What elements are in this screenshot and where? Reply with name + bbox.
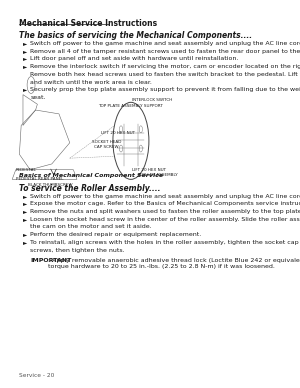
- Text: Remove the nuts and split washers used to fasten the roller assembly to the top : Remove the nuts and split washers used t…: [30, 209, 300, 214]
- Text: ►: ►: [23, 209, 27, 214]
- Text: Basics of Mechanical Component Service: Basics of Mechanical Component Service: [19, 173, 164, 178]
- Text: SOCKET HEAD
CAP SCREW: SOCKET HEAD CAP SCREW: [92, 140, 121, 149]
- Text: LIFT 20 HEX NUT: LIFT 20 HEX NUT: [132, 168, 166, 172]
- Text: Remove both hex head screws used to fasten the switch bracket to the pedestal. L: Remove both hex head screws used to fast…: [30, 72, 300, 77]
- Text: and switch until the work area is clear.: and switch until the work area is clear.: [30, 80, 152, 85]
- Text: ►: ►: [23, 87, 27, 92]
- Text: Expose the motor cage. Refer to the Basics of Mechanical Components service inst: Expose the motor cage. Refer to the Basi…: [30, 201, 300, 206]
- Text: : Apply removable anaerobic adhesive thread lock (Loctite Blue 242 or equivalent: : Apply removable anaerobic adhesive thr…: [48, 258, 300, 269]
- Text: To service the Roller Assembly....: To service the Roller Assembly....: [20, 184, 161, 192]
- Text: ►: ►: [23, 41, 27, 46]
- Text: ►: ►: [23, 240, 27, 245]
- Text: ►: ►: [23, 232, 27, 237]
- Text: IMPORTANT: IMPORTANT: [30, 258, 71, 263]
- Text: Perform the desired repair or equipment replacement.: Perform the desired repair or equipment …: [30, 232, 201, 237]
- Text: seat.: seat.: [30, 95, 46, 100]
- Text: Lift door panel off and set aside with hardware until reinstallation.: Lift door panel off and set aside with h…: [30, 57, 239, 61]
- Text: To reinstall, align screws with the holes in the roller assembly, tighten the so: To reinstall, align screws with the hole…: [30, 240, 300, 245]
- Text: Loosen the socket head screw in the center of the roller assembly. Slide the rol: Loosen the socket head screw in the cent…: [30, 217, 300, 222]
- Text: Service - 20: Service - 20: [20, 373, 55, 378]
- Text: BLACK THUMBSCREW: BLACK THUMBSCREW: [28, 183, 72, 187]
- Text: ►: ►: [23, 194, 27, 199]
- Text: ROLLER ASSEMBLY: ROLLER ASSEMBLY: [139, 173, 178, 177]
- Text: screws, then tighten the nuts.: screws, then tighten the nuts.: [30, 248, 125, 253]
- Text: Remove all 4 of the tamper resistant screws used to fasten the rear door panel t: Remove all 4 of the tamper resistant scr…: [30, 49, 300, 54]
- Text: ►: ►: [23, 217, 27, 222]
- Text: PEDESTAL: PEDESTAL: [16, 168, 37, 172]
- Text: INTERLOCK SWITCH: INTERLOCK SWITCH: [132, 97, 172, 102]
- Text: Switch off power to the game machine and seat assembly and unplug the AC line co: Switch off power to the game machine and…: [30, 41, 300, 46]
- Text: ►: ►: [23, 64, 27, 69]
- Text: Mechanical Service Instructions: Mechanical Service Instructions: [20, 19, 158, 28]
- Text: PEDESTAL REAR PANEL: PEDESTAL REAR PANEL: [16, 177, 63, 182]
- Text: The basics of servicing the Mechanical Components....: The basics of servicing the Mechanical C…: [20, 31, 253, 40]
- Text: Switch off power to the game machine and seat assembly and unplug the AC line co: Switch off power to the game machine and…: [30, 194, 300, 199]
- Text: ►: ►: [23, 201, 27, 206]
- Text: TOP PLATE ASSEMBLY SUPPORT: TOP PLATE ASSEMBLY SUPPORT: [98, 104, 164, 108]
- Text: ►: ►: [23, 57, 27, 61]
- Text: ►: ►: [23, 49, 27, 54]
- Text: Remove the interlock switch if servicing the motor, cam or encoder located on th: Remove the interlock switch if servicing…: [30, 64, 300, 69]
- Text: the cam on the motor and set it aside.: the cam on the motor and set it aside.: [30, 224, 152, 229]
- Text: Securely prop the top plate assembly support to prevent it from falling due to t: Securely prop the top plate assembly sup…: [30, 87, 300, 92]
- Text: LIFT 20 HEX NUT: LIFT 20 HEX NUT: [101, 131, 135, 135]
